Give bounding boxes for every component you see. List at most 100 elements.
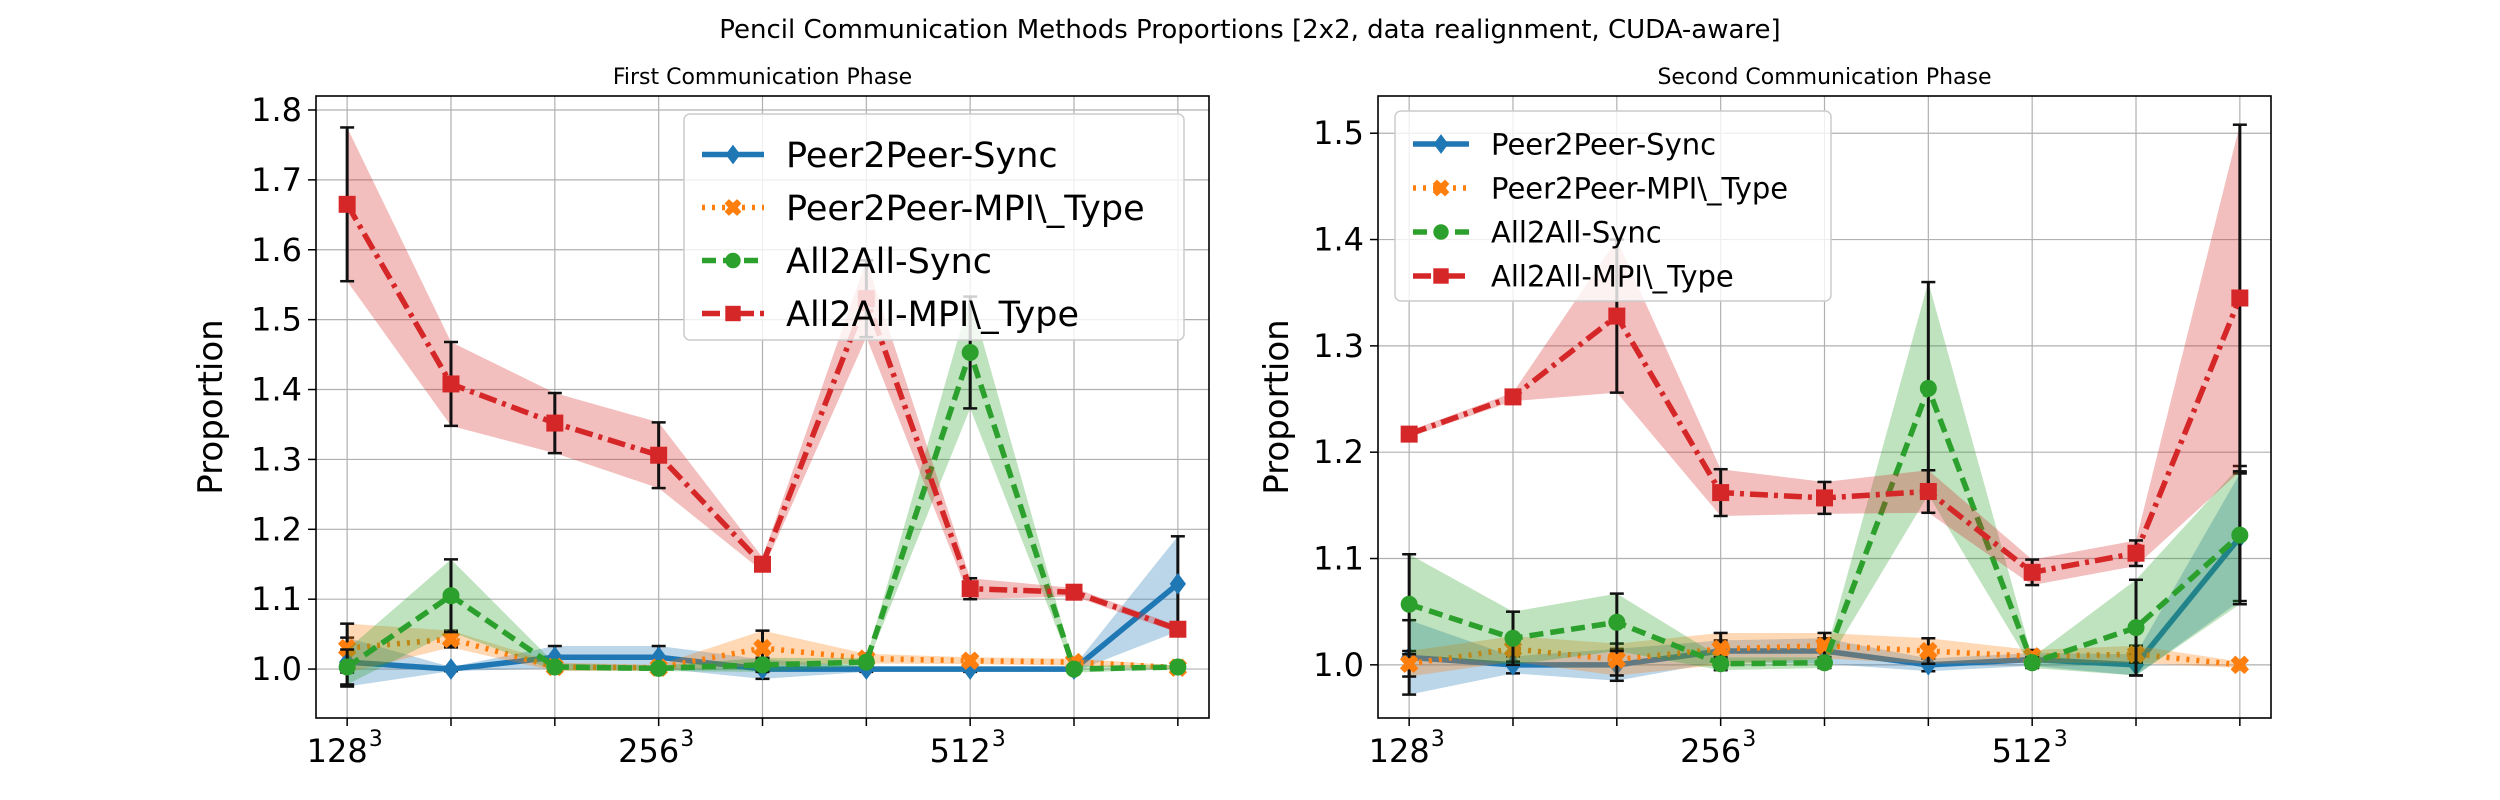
data-point [2023, 654, 2041, 672]
data-point [1169, 572, 1186, 595]
data-point [1504, 388, 1522, 406]
chart-title: Second Communication Phase [1657, 65, 1991, 90]
chart-panel-1: First Communication Phase 1.0 1.1 1.2 1.3 1.4… [191, 65, 1210, 770]
legend-marker [725, 252, 741, 269]
data-point [2023, 563, 2041, 581]
chart-panel-2: Second Communication Phase1.01.11.21.31.… [1257, 65, 2272, 770]
y-axis-label: Proportion [191, 319, 231, 494]
series-3 [1400, 280, 2249, 677]
data-point [1400, 425, 1418, 443]
data-point [1919, 483, 1937, 501]
y-tick-label: 1.2 [251, 510, 302, 548]
legend-label: All2All-MPI\_Type [1491, 259, 1734, 293]
legend-label: All2All-Sync [1491, 215, 1662, 249]
data-point [961, 343, 979, 361]
data-point [1712, 484, 1730, 502]
legend-item: Peer2Peer-MPI\_Type [702, 189, 1145, 229]
legend-marker [1432, 179, 1450, 197]
legend-item: All2All-Sync [1413, 215, 1662, 249]
y-tick-label: 1.1 [1313, 540, 1364, 578]
chart-panels: First Communication Phase 1.0 1.1 1.2 1.3 1.4… [191, 65, 2272, 770]
data-point [1065, 660, 1083, 678]
legend-label: Peer2Peer-Sync [786, 136, 1058, 176]
data-point [2127, 544, 2145, 562]
x-tick-label: 512 [930, 732, 991, 770]
y-tick-label: 1.5 [1313, 114, 1364, 152]
legend-label: Peer2Peer-MPI\_Type [786, 189, 1145, 229]
y-tick-label: 1.5 [251, 301, 302, 339]
y-tick-label: 1.3 [251, 440, 302, 478]
x-tick-label: 128 [1369, 732, 1430, 770]
legend-marker [724, 199, 742, 216]
data-point [754, 555, 771, 573]
data-point [650, 659, 668, 677]
legend-label: All2All-Sync [786, 242, 992, 282]
y-tick-label: 1.7 [251, 161, 302, 199]
data-point [1816, 489, 1833, 507]
data-point [1608, 613, 1626, 631]
x-tick-label: 128 [307, 732, 368, 770]
chart-title: First Communication Phase [613, 65, 912, 90]
data-point [2231, 289, 2249, 307]
data-point [546, 414, 564, 432]
x-tick-label: 256 [1680, 732, 1741, 770]
data-point [961, 580, 979, 598]
data-point [1399, 654, 1419, 673]
data-point [2231, 526, 2249, 544]
series-line [344, 202, 1179, 632]
legend-marker [1433, 134, 1449, 154]
data-point [1504, 629, 1522, 647]
y-tick-label: 1.0 [1313, 646, 1364, 684]
legend-label: Peer2Peer-MPI\_Type [1491, 171, 1788, 205]
data-point [1919, 379, 1937, 397]
figure-suptitle: Pencil Communication Methods Proportions… [719, 15, 1780, 45]
data-point [1169, 620, 1187, 638]
y-axis: 1.0 1.1 1.2 1.3 1.4 1.5 1.6 1.7 1.8 [251, 91, 316, 688]
data-point [1712, 655, 1730, 673]
legend-marker [725, 144, 741, 165]
y-axis: 1.0 1.1 1.2 1.3 1.4 1.5 [1313, 114, 1378, 684]
legend-box [683, 113, 1185, 341]
legend-marker [725, 305, 741, 322]
legend-item: All2All-MPI\_Type [1413, 259, 1734, 293]
data-point [2230, 655, 2250, 675]
y-tick-label: 1.1 [251, 580, 302, 618]
legend: Peer2Peer-Sync Peer2Peer-MPI\_Type All2All… [1394, 110, 1832, 302]
legend-item: Peer2Peer-Sync [702, 136, 1058, 176]
data-point [650, 446, 668, 464]
legend-label: Peer2Peer-Sync [1491, 127, 1716, 161]
data-point [753, 638, 772, 658]
error-band [347, 127, 1178, 633]
x-tick-label: 512 [1992, 732, 2053, 770]
data-point [1169, 658, 1187, 676]
legend-marker [1433, 224, 1449, 240]
data-point [442, 587, 460, 605]
data-point [1816, 654, 1833, 672]
legend-item: Peer2Peer-MPI\_Type [1413, 171, 1788, 205]
x-tick-exponent: 3 [1431, 727, 1445, 752]
data-point [441, 629, 461, 649]
x-axis: 128 3 256 3 512 3 [307, 718, 1179, 770]
data-point [546, 658, 564, 676]
legend-label: All2All-MPI\_Type [786, 295, 1079, 335]
data-point [1608, 307, 1626, 325]
y-tick-label: 1.4 [1313, 221, 1364, 259]
y-tick-label: 1.0 [251, 650, 302, 688]
data-point [338, 195, 356, 213]
legend-marker [1433, 268, 1449, 284]
x-tick-label: 256 [618, 732, 679, 770]
data-point [857, 653, 875, 671]
y-tick-label: 1.4 [251, 371, 302, 409]
data-point [442, 658, 460, 680]
y-axis-label: Proportion [1257, 319, 1297, 494]
data-point [1400, 595, 1418, 613]
legend-item: Peer2Peer-Sync [1413, 127, 1716, 161]
x-tick-exponent: 3 [992, 727, 1006, 752]
data-point [338, 658, 356, 676]
data-point [2127, 619, 2145, 637]
y-tick-label: 1.2 [1313, 433, 1364, 471]
y-tick-label: 1.3 [1313, 327, 1364, 365]
series-3 [338, 295, 1187, 686]
data-point [754, 656, 771, 674]
